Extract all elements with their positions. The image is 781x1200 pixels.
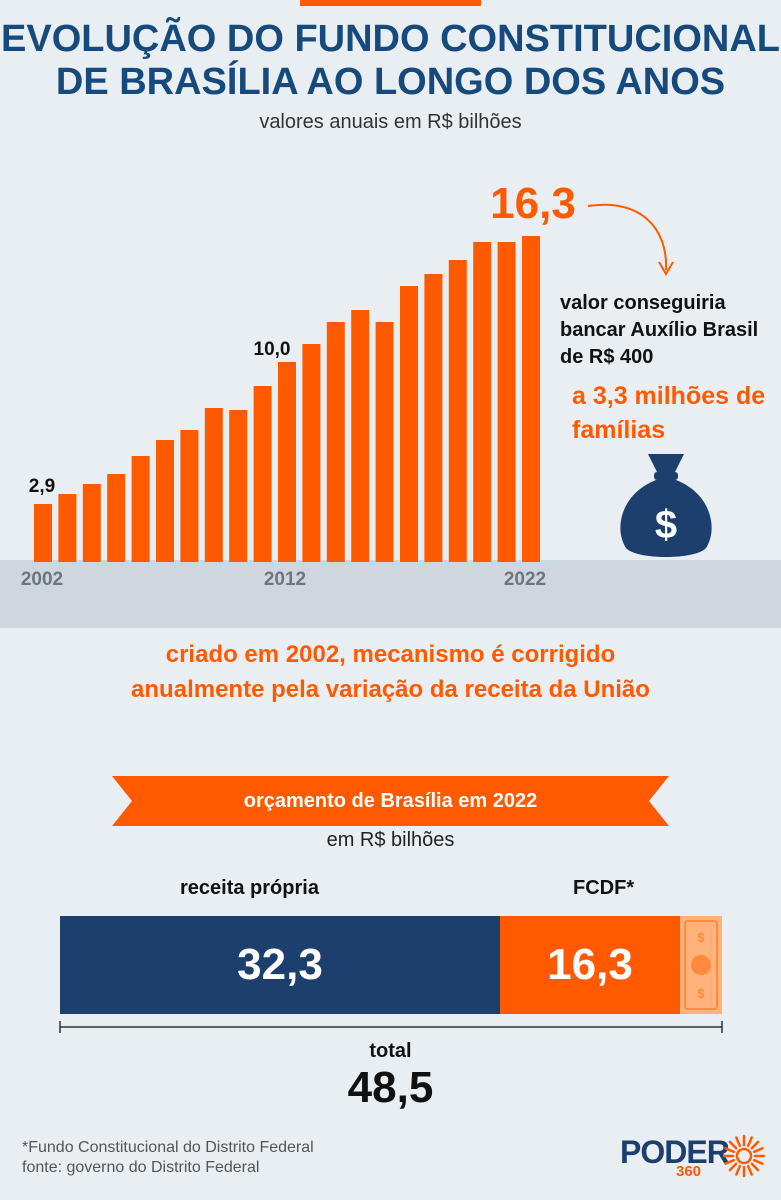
top-accent-bar xyxy=(300,0,481,6)
axis-band xyxy=(0,560,781,628)
bar-2003 xyxy=(58,494,77,562)
poder360-logo-sub: 360 xyxy=(676,1163,702,1180)
bar-2005 xyxy=(107,474,126,562)
svg-text:$: $ xyxy=(697,986,705,1001)
bar-2014 xyxy=(326,322,345,562)
svg-text:$: $ xyxy=(655,503,677,547)
bar-2002 xyxy=(34,504,52,562)
callout-highlight: a 3,3 milhões de famílias xyxy=(572,382,766,444)
bar-2015 xyxy=(351,310,370,562)
page-title: EVOLUÇÃO DO FUNDO CONSTITUCIONAL DE BRAS… xyxy=(0,18,781,104)
bar-2004 xyxy=(82,484,101,562)
tick-label-2002: 2002 xyxy=(21,569,63,590)
bar-2018 xyxy=(424,274,443,562)
bar-2012 xyxy=(278,362,296,562)
money-bag-icon: $ xyxy=(620,454,712,557)
svg-text:$: $ xyxy=(697,930,705,945)
footnote-definition: *Fundo Constitucional do Distrito Federa… xyxy=(22,1139,314,1156)
poder360-logo: PODER xyxy=(620,1134,730,1170)
tick-label-2012: 2012 xyxy=(264,569,306,590)
total-bracket xyxy=(59,1021,723,1033)
source-credit: fonte: governo do Distrito Federal xyxy=(22,1159,260,1176)
bar-2006 xyxy=(131,456,150,562)
bar-chart: 2,9 10,0 16,3 2002 2012 2022 xyxy=(21,179,674,590)
data-label-2012: 10,0 xyxy=(254,339,291,360)
total-label: total xyxy=(369,1040,412,1062)
data-label-2002: 2,9 xyxy=(29,476,55,497)
banknote-icon: $ $ xyxy=(680,916,722,1014)
footnote: *Fundo Constitucional do Distrito Federa… xyxy=(22,1138,314,1178)
bar-2017 xyxy=(400,286,418,562)
bar-2010 xyxy=(229,410,248,562)
total-value: 48,5 xyxy=(347,1063,434,1112)
bar-2008 xyxy=(180,430,199,562)
bar-2011 xyxy=(253,386,272,562)
bar-2013 xyxy=(302,344,321,562)
mechanism-line-2: anualmente pela variação da receita da U… xyxy=(131,676,650,703)
callout-note: valor conseguiria bancar Auxílio Brasil … xyxy=(560,292,759,368)
receita-label: receita própria xyxy=(180,877,319,899)
callout-arrow xyxy=(587,203,668,271)
bar-2021 xyxy=(497,242,516,562)
mechanism-line-1: criado em 2002, mecanismo é corrigido xyxy=(165,641,616,668)
bar-2016 xyxy=(375,322,394,562)
sun-logo-icon xyxy=(722,1134,766,1178)
chart-subtitle: valores anuais em R$ bilhões xyxy=(259,111,522,133)
budget-ribbon xyxy=(112,776,669,826)
bar-2022 xyxy=(522,236,540,562)
callout-arrowhead xyxy=(658,261,674,276)
fcdf-bar: 16,3 xyxy=(500,916,680,1014)
bars-group xyxy=(34,236,540,562)
bar-2019 xyxy=(448,260,467,562)
mechanism-text: criado em 2002, mecanismo é corrigido an… xyxy=(0,637,781,707)
budget-title: orçamento de Brasília em 2022 xyxy=(243,790,538,812)
bar-2009 xyxy=(204,408,223,562)
receita-bar: 32,3 xyxy=(60,916,500,1014)
bar-2020 xyxy=(473,242,492,562)
fcdf-label: FCDF* xyxy=(573,877,635,899)
budget-unit: em R$ bilhões xyxy=(326,829,455,851)
title-line-2: DE BRASÍLIA AO LONGO DOS ANOS xyxy=(55,61,726,103)
title-line-1: EVOLUÇÃO DO FUNDO CONSTITUCIONAL xyxy=(1,18,780,60)
tick-label-2022: 2022 xyxy=(504,569,546,590)
bar-2007 xyxy=(156,440,174,562)
data-label-2022: 16,3 xyxy=(490,179,576,228)
